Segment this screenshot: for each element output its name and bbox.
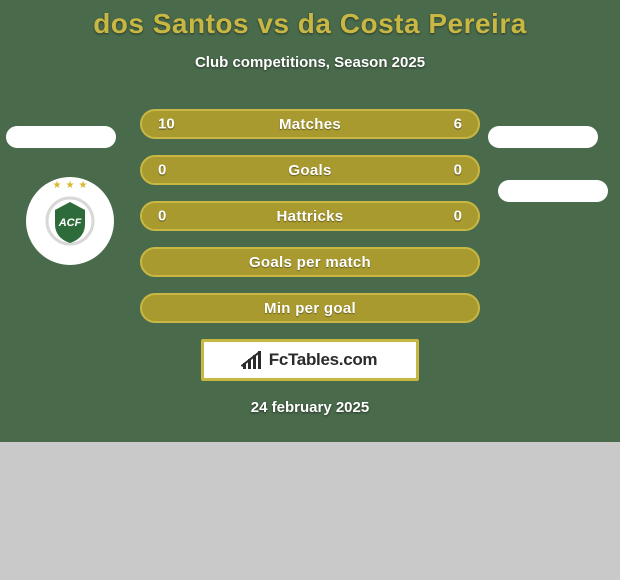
stat-value-left: 10 — [158, 116, 175, 133]
stat-bar: Matches 10 6 — [140, 109, 480, 139]
stat-row: Goals 0 0 — [140, 155, 480, 185]
stat-label: Goals per match — [249, 254, 371, 271]
side-pill-left — [6, 126, 116, 148]
side-pill-right — [498, 180, 608, 202]
stat-row: Matches 10 6 — [140, 109, 480, 139]
badge-stars: ★ ★ ★ — [53, 180, 88, 191]
stat-row: Goals per match — [140, 247, 480, 277]
stat-bar: Min per goal — [140, 293, 480, 323]
stat-value-right: 0 — [454, 162, 462, 179]
stat-value-left: 0 — [158, 208, 166, 225]
bar-chart-icon — [243, 351, 265, 369]
club-shield: ★ ★ ★ ACF — [45, 196, 95, 246]
stat-bar: Goals 0 0 — [140, 155, 480, 185]
club-badge-left: ★ ★ ★ ACF — [26, 177, 114, 265]
subtitle: Club competitions, Season 2025 — [0, 54, 620, 71]
shield-text: ACF — [58, 217, 82, 229]
stat-value-right: 0 — [454, 208, 462, 225]
stat-bar: Goals per match — [140, 247, 480, 277]
star-icon: ★ — [53, 180, 62, 191]
stat-label: Hattricks — [277, 208, 344, 225]
watermark: FcTables.com — [201, 339, 419, 381]
stat-row: Min per goal — [140, 293, 480, 323]
stat-row: Hattricks 0 0 — [140, 201, 480, 231]
stat-label: Goals — [288, 162, 331, 179]
star-icon: ★ — [78, 180, 87, 191]
watermark-text: FcTables.com — [269, 350, 378, 370]
stat-label: Matches — [279, 116, 341, 133]
stat-bar: Hattricks 0 0 — [140, 201, 480, 231]
star-icon: ★ — [66, 180, 75, 191]
date-text: 24 february 2025 — [0, 399, 620, 416]
bg-bottom — [0, 442, 620, 580]
stat-value-left: 0 — [158, 162, 166, 179]
shield-icon: ACF — [45, 196, 95, 246]
stat-value-right: 6 — [454, 116, 462, 133]
page-title: dos Santos vs da Costa Pereira — [0, 0, 620, 40]
side-pill-right — [488, 126, 598, 148]
stat-label: Min per goal — [264, 300, 356, 317]
